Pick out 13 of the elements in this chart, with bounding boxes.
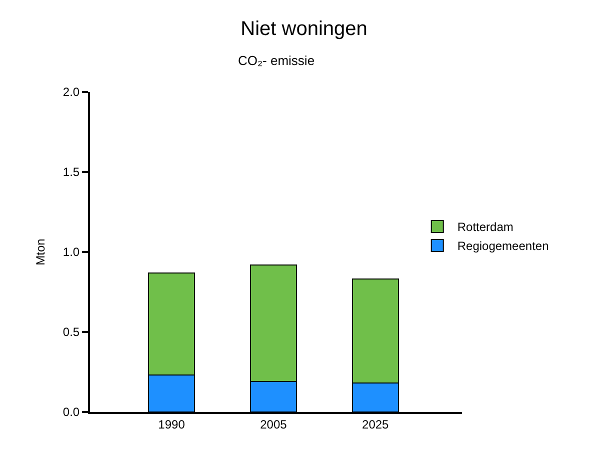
x-tick-label: 1990 bbox=[158, 417, 186, 432]
y-tick-label: 0.0 bbox=[62, 405, 80, 420]
x-tick-label: 2005 bbox=[260, 417, 288, 432]
chart-title: Niet woningen bbox=[240, 18, 368, 40]
legend-label: Rotterdam bbox=[457, 220, 514, 234]
y-tick-label: 0.5 bbox=[62, 325, 80, 340]
y-axis-title: Mton bbox=[34, 238, 48, 266]
y-tick-label: 1.0 bbox=[62, 245, 80, 260]
chart-subtitle: CO₂- emissie bbox=[238, 53, 315, 68]
x-tick-label: 2025 bbox=[362, 417, 390, 432]
y-tick-label: 1.5 bbox=[62, 165, 80, 180]
y-tick-label: 2.0 bbox=[62, 85, 80, 100]
legend-label: Regiogemeenten bbox=[457, 239, 549, 254]
